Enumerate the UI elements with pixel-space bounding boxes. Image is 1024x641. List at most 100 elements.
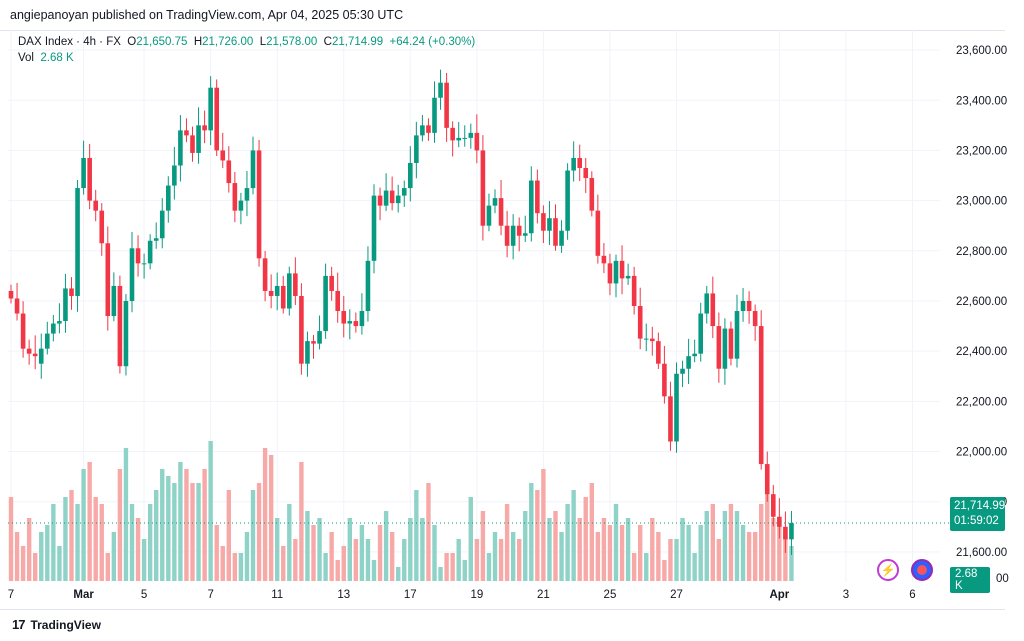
x-tick-label: 6 — [909, 589, 915, 601]
volume-bar — [432, 525, 437, 581]
candle-body — [450, 127, 455, 141]
volume-bar — [305, 511, 310, 581]
volume-bar — [619, 525, 625, 581]
volume-bar — [492, 532, 498, 581]
volume-bar — [765, 483, 770, 581]
candle-body — [51, 323, 56, 334]
legend-symbol[interactable]: DAX Index · 4h · FX — [18, 36, 121, 48]
candle-body — [492, 198, 498, 206]
y-tick-label: 23,600.00 — [956, 45, 1007, 57]
volume-bar — [456, 539, 461, 581]
volume-bar — [123, 448, 129, 581]
volume-bar — [426, 483, 431, 581]
volume-bar — [402, 539, 407, 581]
volume-bar — [359, 525, 365, 581]
chart-frame — [0, 30, 1005, 610]
volume-bar — [262, 448, 268, 581]
candle-body — [26, 348, 32, 354]
candle-body — [601, 255, 607, 264]
candle-body — [535, 180, 540, 214]
candle-body — [214, 87, 219, 151]
volume-bar — [638, 525, 643, 581]
candle-body — [341, 311, 347, 324]
volume-bar — [504, 504, 510, 581]
volume-bar — [444, 553, 449, 581]
volume-bar — [281, 546, 286, 581]
x-tick-label: 13 — [337, 589, 350, 601]
legend-volume-label[interactable]: Vol — [18, 52, 34, 64]
volume-bar — [589, 483, 594, 581]
volume-bar — [275, 518, 280, 581]
candle-body — [383, 190, 389, 206]
candle-body — [764, 464, 770, 495]
y-tick-label: 23,200.00 — [956, 145, 1007, 157]
candle-body — [613, 260, 619, 284]
candle-body — [474, 132, 480, 151]
footer-branding[interactable]: 17 TradingView — [12, 617, 101, 632]
volume-bar — [734, 511, 740, 581]
volume-bar — [8, 497, 14, 581]
legend-low-value: 21,578.00 — [266, 36, 318, 48]
footer-brand-name: TradingView — [30, 617, 101, 632]
volume-bar — [311, 525, 316, 581]
candle-body — [129, 248, 135, 301]
candle-body — [32, 353, 38, 357]
candle-body — [529, 180, 534, 234]
volume-bar — [607, 525, 613, 581]
volume-bar — [438, 567, 443, 581]
candle-body — [232, 183, 238, 211]
candle-body — [190, 135, 195, 153]
volume-bar — [517, 539, 522, 581]
legend-close-label: C — [323, 36, 332, 48]
volume-bar — [371, 560, 377, 581]
volume-bar — [45, 525, 50, 581]
volume-bar — [601, 518, 607, 581]
volume-bar — [722, 511, 728, 581]
volume-bar — [75, 504, 80, 581]
volume-bar — [377, 525, 383, 581]
volume-bar — [710, 504, 715, 581]
candle-body — [607, 263, 613, 284]
volume-bar — [498, 539, 504, 581]
volume-bar — [202, 469, 207, 581]
volume-bar — [668, 539, 673, 581]
volume-bar — [468, 497, 473, 581]
y-tick-label: 22,800.00 — [956, 246, 1007, 258]
legend-open-label: O — [127, 36, 137, 48]
volume-bar — [680, 518, 685, 581]
volume-bar — [154, 490, 159, 581]
lightning-icon[interactable]: ⚡ — [877, 559, 899, 581]
volume-bar — [147, 504, 153, 581]
volume-bar — [172, 483, 177, 581]
volume-bar — [250, 490, 256, 581]
globe-flag-icon[interactable] — [911, 559, 933, 581]
chart-legend: DAX Index · 4h · FX O21,650.75 H21,726.0… — [18, 34, 475, 66]
volume-bar — [63, 497, 68, 581]
candle-body — [202, 125, 207, 131]
volume-bar — [759, 504, 764, 581]
candle-body — [783, 526, 788, 540]
candle-body — [238, 200, 244, 211]
candle-body — [220, 150, 226, 161]
volume-bar — [39, 532, 44, 581]
volume-bar — [341, 546, 346, 581]
volume-bar — [184, 469, 189, 581]
candle-body — [728, 328, 734, 359]
publisher-attribution: angiepanoyan published on TradingView.co… — [10, 8, 404, 22]
candle-body — [347, 321, 353, 324]
volume-bar — [414, 490, 419, 581]
x-tick-label: 21 — [537, 589, 550, 601]
volume-bar — [752, 532, 758, 581]
candle-body — [650, 338, 655, 342]
volume-bar — [166, 476, 171, 581]
candle-body — [480, 150, 486, 226]
candle-body — [389, 190, 395, 204]
volume-bar — [299, 462, 304, 581]
volume-bar — [704, 511, 709, 581]
candle-body — [311, 341, 316, 344]
volume-bar — [14, 532, 20, 581]
volume-bar — [565, 504, 570, 581]
candle-body — [395, 195, 401, 204]
candle-body — [547, 218, 552, 231]
